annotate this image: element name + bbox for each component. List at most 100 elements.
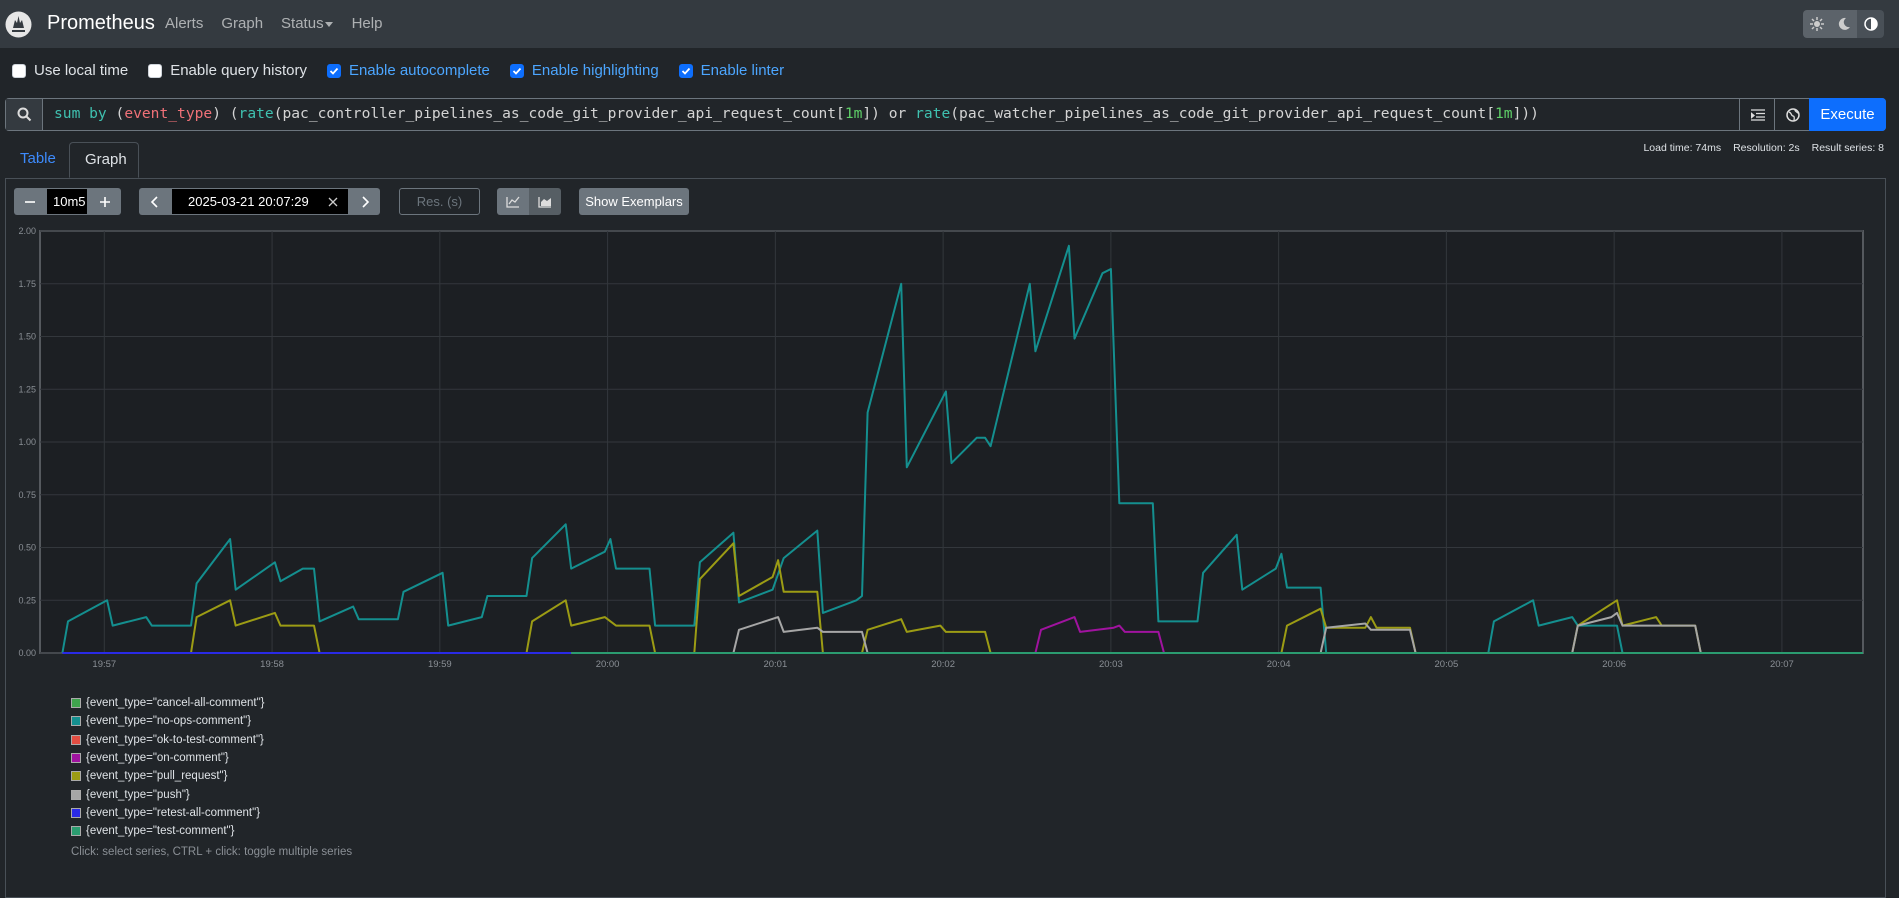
x-tick-label: 20:01: [763, 659, 787, 670]
y-tick-label: 0.00: [18, 648, 36, 658]
setting-label[interactable]: Enable autocomplete: [349, 62, 490, 79]
legend-swatch: [71, 790, 81, 800]
setting-label[interactable]: Enable highlighting: [532, 62, 659, 79]
check-mark: [329, 66, 339, 76]
legend-item[interactable]: {event_type="push"}: [71, 785, 265, 803]
range-input[interactable]: 10m5: [46, 188, 88, 215]
query-token: (pac_controller_pipelines_as_code_git_pr…: [274, 105, 845, 122]
legend-hint: Click: select series, CTRL + click: togg…: [71, 846, 352, 858]
range-increase-button[interactable]: [88, 188, 121, 215]
theme-switch: [1803, 10, 1884, 38]
legend-label[interactable]: {event_type="on-comment"}: [86, 752, 229, 764]
checkbox[interactable]: [327, 64, 341, 78]
setting[interactable]: Use local time: [12, 62, 128, 79]
query-token: ) (: [212, 105, 238, 122]
search-icon: [6, 99, 43, 130]
legend: {event_type="cancel-all-comment"} {event_…: [71, 694, 265, 840]
metrics-explorer-button[interactable]: [1774, 99, 1810, 130]
nav-link[interactable]: Status: [281, 15, 334, 32]
checkbox[interactable]: [12, 64, 26, 78]
x-tick-label: 20:00: [596, 659, 620, 670]
y-tick-label: 0.25: [18, 595, 36, 605]
checkbox[interactable]: [679, 64, 693, 78]
navbar: Prometheus Alerts Graph Status Help: [0, 0, 1899, 48]
nav-link[interactable]: Help: [352, 15, 383, 32]
query-token: rate: [239, 105, 274, 122]
execute-button[interactable]: Execute: [1809, 98, 1886, 131]
legend-label[interactable]: {event_type="no-ops-comment"}: [86, 715, 251, 727]
legend-label[interactable]: {event_type="push"}: [86, 789, 190, 801]
setting[interactable]: Enable query history: [148, 62, 307, 79]
tab[interactable]: Table: [5, 142, 71, 178]
tab-active[interactable]: Graph: [69, 142, 139, 178]
legend-item[interactable]: {event_type="retest-all-comment"}: [71, 804, 265, 822]
legend-item[interactable]: {event_type="no-ops-comment"}: [71, 712, 265, 730]
next-time-button[interactable]: [349, 188, 380, 215]
legend-label[interactable]: {event_type="pull_request"}: [86, 770, 227, 782]
query-stats: Load time: 74ms Resolution: 2s Result se…: [1643, 142, 1884, 154]
light-theme-button[interactable]: [1803, 10, 1830, 38]
dark-theme-button[interactable]: [1830, 10, 1857, 38]
y-tick-label: 0.75: [18, 490, 36, 500]
y-tick-label: 1.75: [18, 279, 36, 289]
legend-label[interactable]: {event_type="ok-to-test-comment"}: [86, 734, 264, 746]
nav-links: Alerts Graph Status Help: [165, 15, 382, 32]
x-tick-label: 19:57: [92, 659, 116, 670]
previous-time-button[interactable]: [139, 188, 171, 215]
y-tick-label: 1.00: [18, 437, 36, 447]
x-tick-label: 20:06: [1602, 659, 1626, 670]
query-token: (: [116, 105, 125, 122]
end-time-input[interactable]: 2025-03-21 20:07:29: [171, 188, 319, 215]
resolution-input[interactable]: Res. (s): [399, 188, 480, 215]
show-exemplars-button[interactable]: Show Exemplars: [579, 188, 689, 215]
x-tick-label: 20:02: [931, 659, 955, 670]
nav-link[interactable]: Alerts: [165, 15, 203, 32]
legend-swatch: [71, 771, 81, 781]
setting[interactable]: Enable linter: [679, 62, 784, 79]
legend-item[interactable]: {event_type="cancel-all-comment"}: [71, 694, 265, 712]
legend-item[interactable]: {event_type="pull_request"}: [71, 767, 265, 785]
setting[interactable]: Enable highlighting: [510, 62, 659, 79]
query-token: 1m: [845, 105, 863, 122]
setting-label[interactable]: Enable linter: [701, 62, 784, 79]
legend-item[interactable]: {event_type="on-comment"}: [71, 749, 265, 767]
legend-label[interactable]: {event_type="retest-all-comment"}: [86, 807, 260, 819]
chart: 0.000.250.500.751.001.251.501.752.0019:5…: [0, 220, 1899, 680]
y-tick-label: 0.50: [18, 543, 36, 553]
query-token: ])): [1513, 105, 1539, 122]
legend-label[interactable]: {event_type="cancel-all-comment"}: [86, 697, 265, 709]
range-decrease-button[interactable]: [14, 188, 46, 215]
x-tick-label: 20:03: [1099, 659, 1123, 670]
format-button[interactable]: [1739, 99, 1775, 130]
legend-item[interactable]: {event_type="ok-to-test-comment"}: [71, 731, 265, 749]
stat: Result series: 8: [1812, 142, 1884, 154]
logo: [5, 11, 32, 38]
nav-link[interactable]: Graph: [221, 15, 263, 32]
setting-label[interactable]: Use local time: [34, 62, 128, 79]
legend-swatch: [71, 808, 81, 818]
legend-swatch: [71, 716, 81, 726]
legend-swatch: [71, 826, 81, 836]
line-chart-button[interactable]: [497, 188, 529, 215]
query-token: ]) or: [862, 105, 915, 122]
checkbox[interactable]: [148, 64, 162, 78]
stacked-chart-button[interactable]: [529, 188, 561, 215]
setting[interactable]: Enable autocomplete: [327, 62, 490, 79]
query-token: sum by: [54, 105, 116, 122]
setting-label[interactable]: Enable query history: [170, 62, 307, 79]
legend-label[interactable]: {event_type="test-comment"}: [86, 825, 234, 837]
y-tick-label: 2.00: [18, 226, 36, 236]
legend-item[interactable]: {event_type="test-comment"}: [71, 822, 265, 840]
query-token: (pac_watcher_pipelines_as_code_git_provi…: [950, 105, 1495, 122]
clear-time-button[interactable]: [318, 188, 349, 215]
y-tick-label: 1.50: [18, 332, 36, 342]
checkbox[interactable]: [510, 64, 524, 78]
auto-theme-button[interactable]: [1857, 10, 1884, 38]
x-tick-label: 20:05: [1435, 659, 1459, 670]
x-tick-label: 20:04: [1267, 659, 1291, 670]
query-text[interactable]: sum by (event_type) (rate(pac_controller…: [54, 105, 1539, 122]
brand[interactable]: Prometheus: [47, 12, 155, 35]
query-token: event_type: [124, 105, 212, 122]
query-token: 1m: [1495, 105, 1513, 122]
